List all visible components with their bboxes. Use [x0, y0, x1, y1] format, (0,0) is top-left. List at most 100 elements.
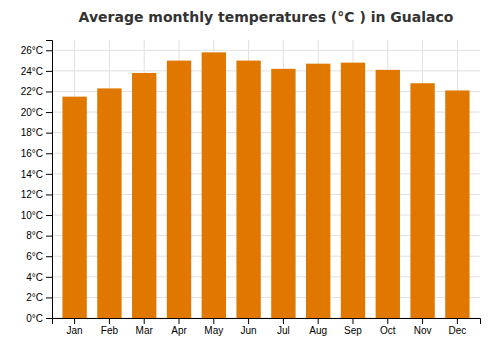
tick-label: Aug [309, 325, 327, 336]
tick-label: Jul [277, 325, 290, 336]
bar [132, 73, 156, 318]
tick-mark [46, 236, 52, 237]
tick-mark [109, 318, 110, 324]
tick-label: Jan [67, 325, 83, 336]
tick: Jul [277, 318, 290, 336]
chart: 0°C 2°C 4°C 6°C 8°C 10°C 12°C 14°C 16°C 18°C 20°C 2… [0, 0, 500, 350]
tick-label: 16°C [21, 148, 43, 159]
tick: 16°C [21, 148, 52, 159]
bar [376, 70, 400, 318]
axis-line [46, 41, 53, 319]
x-axis: Jan Feb Mar Apr May Jun Jul Aug Sep Oct Nov Dec [53, 318, 481, 336]
tick-mark [46, 133, 52, 134]
bar [202, 52, 226, 318]
bar [62, 97, 86, 318]
tick-mark [457, 318, 458, 324]
tick-mark [179, 318, 180, 324]
tick: May [204, 318, 223, 336]
bar [236, 61, 260, 318]
tick-label: Sep [344, 325, 362, 336]
tick-mark [46, 112, 52, 113]
tick-label: 24°C [21, 66, 43, 77]
bar [271, 69, 295, 318]
tick: 20°C [21, 107, 52, 118]
tick-mark [46, 215, 52, 216]
tick-mark [46, 71, 52, 72]
tick: Nov [414, 318, 432, 336]
tick-label: Oct [380, 325, 396, 336]
tick: 2°C [26, 292, 52, 303]
tick-mark [46, 50, 52, 51]
tick-label: Apr [171, 325, 187, 336]
tick: 8°C [26, 230, 52, 241]
tick-mark [213, 318, 214, 324]
tick: 12°C [21, 189, 52, 200]
tick: Jun [241, 318, 257, 336]
tick: 10°C [21, 210, 52, 221]
tick: 0°C [26, 313, 52, 324]
tick-label: May [204, 325, 223, 336]
tick-mark [144, 318, 145, 324]
tick: 24°C [21, 66, 52, 77]
tick-mark [46, 256, 52, 257]
tick-mark [248, 318, 249, 324]
tick: Aug [309, 318, 327, 336]
bar [167, 61, 191, 318]
tick-label: 18°C [21, 127, 43, 138]
plot-area [62, 52, 469, 318]
tick-mark [46, 277, 52, 278]
title: Average monthly temperatures (°C ) in Gu… [79, 9, 454, 25]
tick-mark [46, 297, 52, 298]
y-axis: 0°C 2°C 4°C 6°C 8°C 10°C 12°C 14°C 16°C 18°C 20°C 2… [21, 41, 53, 324]
tick: Oct [380, 318, 396, 336]
tick-mark [74, 318, 75, 324]
tick: 18°C [21, 127, 52, 138]
tick-label: 8°C [26, 230, 43, 241]
tick-label: 26°C [21, 45, 43, 56]
tick-label: Nov [414, 325, 432, 336]
tick-mark [46, 174, 52, 175]
tick: 4°C [26, 272, 52, 283]
tick: Mar [136, 318, 154, 336]
axis-line [53, 319, 481, 325]
tick: Apr [171, 318, 187, 336]
tick-label: 20°C [21, 107, 43, 118]
tick-mark [352, 318, 353, 324]
bar [97, 88, 121, 318]
tick-label: Jun [241, 325, 257, 336]
bar [445, 90, 469, 318]
tick: 14°C [21, 169, 52, 180]
tick-label: Feb [101, 325, 119, 336]
tick: 22°C [21, 86, 52, 97]
tick-mark [422, 318, 423, 324]
bar [410, 83, 434, 318]
tick: 6°C [26, 251, 52, 262]
tick-label: 14°C [21, 169, 43, 180]
tick-label: 22°C [21, 86, 43, 97]
bar [306, 64, 330, 318]
tick-mark [46, 91, 52, 92]
grid-line [52, 70, 480, 71]
tick: Sep [344, 318, 362, 336]
tick: Jan [67, 318, 83, 336]
tick-label: 12°C [21, 189, 43, 200]
grid-line [52, 50, 480, 51]
tick-label: Dec [448, 325, 466, 336]
tick: Dec [448, 318, 466, 336]
tick-mark [46, 153, 52, 154]
tick-label: 0°C [26, 313, 43, 324]
tick-label: 6°C [26, 251, 43, 262]
tick-label: 10°C [21, 210, 43, 221]
tick-mark [318, 318, 319, 324]
tick-mark [46, 318, 52, 319]
tick: 26°C [21, 45, 52, 56]
tick-mark [387, 318, 388, 324]
tick-mark [46, 194, 52, 195]
tick-label: Mar [136, 325, 154, 336]
tick-mark [283, 318, 284, 324]
tick: Feb [101, 318, 119, 336]
tick-label: 4°C [26, 272, 43, 283]
bar [341, 63, 365, 318]
tick-label: 2°C [26, 292, 43, 303]
grid [52, 40, 480, 318]
